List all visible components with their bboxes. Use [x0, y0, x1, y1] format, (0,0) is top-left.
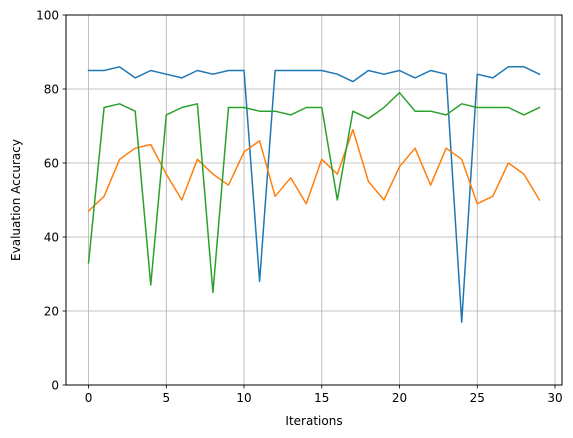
y-tick-label: 60: [44, 157, 59, 171]
plot-frame: [65, 14, 563, 386]
y-tick-label: 100: [36, 9, 59, 23]
y-tick-label: 80: [44, 83, 59, 97]
y-axis-label: Evaluation Accuracy: [9, 139, 23, 261]
y-axis: 0 20 40 60 80 100: [36, 9, 66, 393]
y-tick-label: 40: [44, 231, 59, 245]
x-axis-label: Iterations: [285, 414, 342, 428]
x-axis: 0 5 10 15 20 25 30: [85, 385, 563, 405]
series-line-1: [87, 66, 541, 323]
x-tick-label: 25: [470, 391, 485, 405]
y-tick-label: 0: [51, 379, 59, 393]
series-lines: [87, 66, 541, 323]
x-tick-label: 30: [547, 391, 562, 405]
y-tick-label: 20: [44, 305, 59, 319]
series-line-3: [87, 91, 541, 294]
x-tick-label: 5: [162, 391, 170, 405]
x-tick-label: 10: [236, 391, 251, 405]
x-tick-label: 0: [85, 391, 93, 405]
x-tick-label: 15: [314, 391, 329, 405]
x-tick-label: 20: [392, 391, 407, 405]
series-line-2: [87, 128, 541, 213]
